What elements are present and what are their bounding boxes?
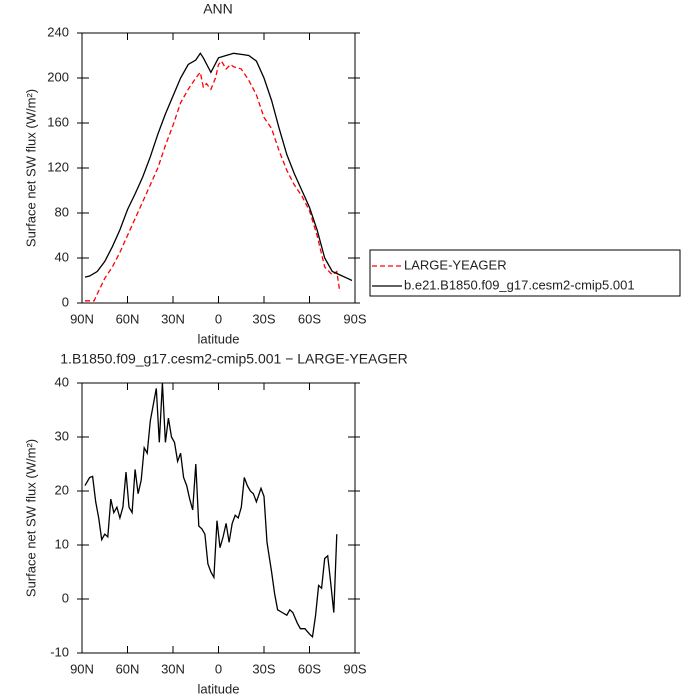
y-tick-label: 240 [47,24,69,39]
y-tick-label: 160 [47,114,69,129]
y-tick-label: 0 [62,294,69,309]
y-tick-label: 0 [62,590,69,605]
plot-frame [81,32,356,304]
legend-label: LARGE-YEAGER [404,257,507,272]
chart-title: 1.B1850.f09_g17.cesm2-cmip5.001 − LARGE-… [60,351,407,367]
data-line [84,382,338,639]
x-tick-label: 0 [215,311,222,326]
y-axis-label: Surface net SW flux (W/m²) [23,439,38,597]
legend-label: b.e21.B1850.f09_g17.cesm2-cmip5.001 [404,277,635,292]
x-tick-label: 60N [116,661,140,676]
x-tick-label: 30S [252,661,275,676]
x-tick-label: 60S [298,661,321,676]
legend-box [369,249,681,297]
y-axis-label: Surface net SW flux (W/m²) [23,89,38,247]
x-tick-label: 0 [215,661,222,676]
x-tick-label: 30N [161,311,185,326]
x-tick-label: 60S [298,311,321,326]
y-tick-label: 40 [55,249,69,264]
y-tick-label: 20 [55,482,69,497]
y-tick-label: 120 [47,159,69,174]
x-axis-label: latitude [198,681,240,696]
x-tick-label: 90S [343,661,366,676]
x-tick-label: 90S [343,311,366,326]
x-tick-label: 30S [252,311,275,326]
x-tick-label: 90N [70,311,94,326]
plot-frame [81,382,356,654]
y-tick-label: 30 [55,428,69,443]
x-tick-label: 30N [161,661,185,676]
y-tick-label: 200 [47,69,69,84]
data-line [84,52,353,282]
data-line [85,59,341,302]
x-tick-label: 60N [116,311,140,326]
x-tick-label: 90N [70,661,94,676]
y-tick-label: -10 [50,644,69,659]
y-tick-label: 80 [55,204,69,219]
x-axis-label: latitude [198,331,240,346]
chart-title: ANN [203,1,233,17]
y-tick-label: 10 [55,536,69,551]
y-tick-label: 40 [55,374,69,389]
